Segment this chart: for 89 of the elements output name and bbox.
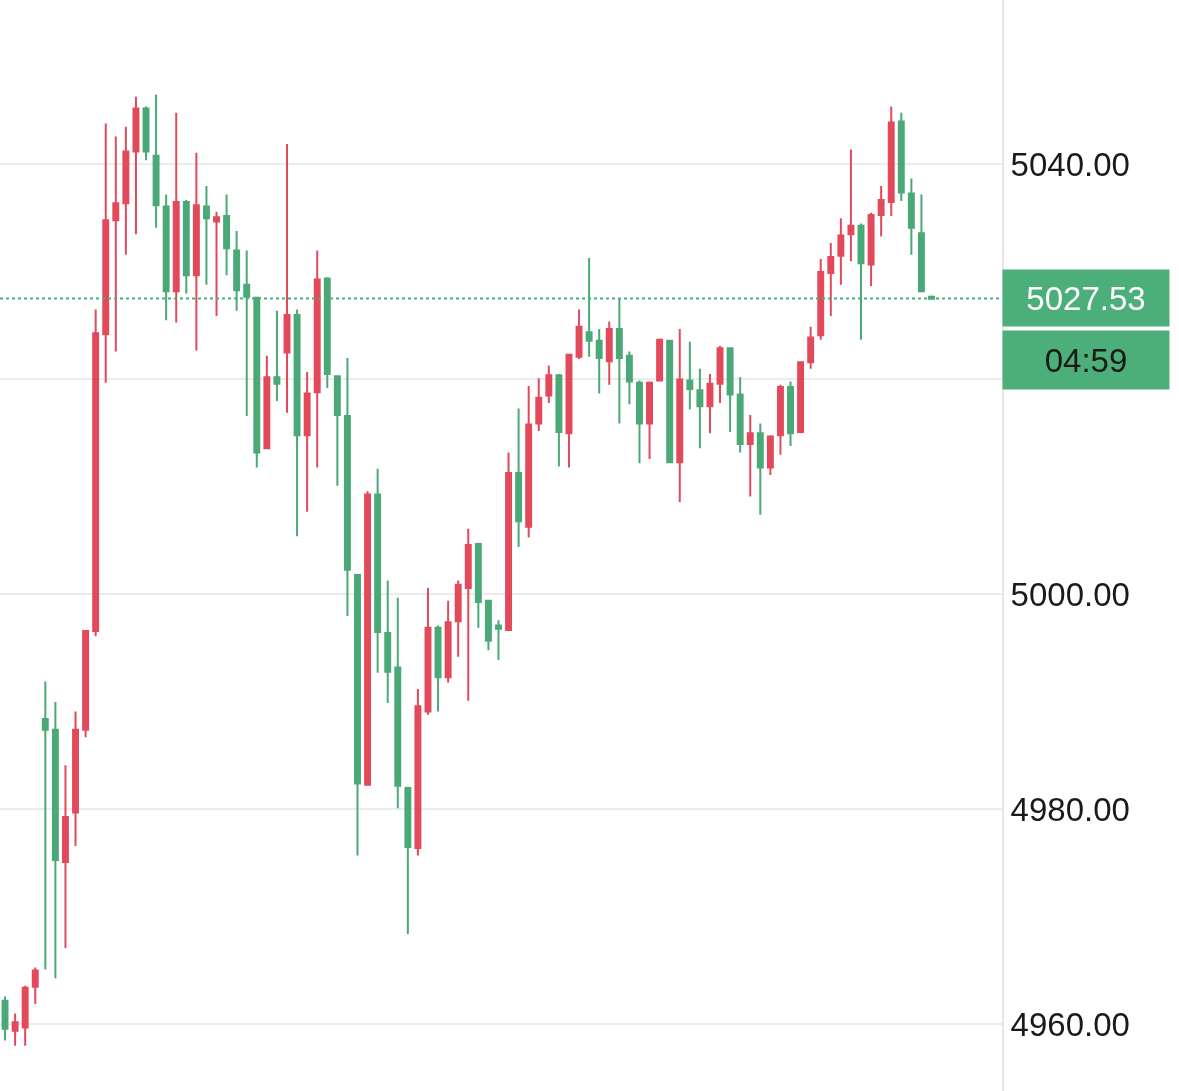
candlestick	[756, 422, 764, 516]
candlestick	[867, 211, 875, 287]
candlestick	[404, 785, 412, 936]
candlestick	[333, 374, 341, 487]
candlestick	[575, 308, 583, 361]
candlestick	[877, 184, 885, 238]
candlestick	[817, 258, 825, 341]
candlestick	[61, 764, 69, 950]
candlestick	[82, 628, 90, 739]
candlestick	[807, 325, 815, 370]
candlestick	[837, 217, 845, 286]
candlestick	[293, 308, 301, 538]
candlestick	[434, 624, 442, 713]
candlestick	[565, 352, 573, 469]
y-tick-label: 4960.00	[1010, 1005, 1130, 1043]
candlestick	[303, 370, 311, 513]
candlestick	[656, 337, 664, 383]
y-tick-label: 5000.00	[1010, 575, 1130, 613]
candlestick	[21, 984, 29, 1047]
candlestick	[736, 376, 744, 454]
candlestick	[484, 598, 492, 652]
candlestick	[515, 407, 523, 549]
candlestick	[374, 467, 382, 674]
candlestick	[213, 210, 220, 318]
candlestick	[776, 383, 784, 456]
candlestick	[172, 111, 180, 324]
candlestick	[474, 541, 482, 629]
candlestick	[746, 413, 754, 498]
candlestick	[152, 93, 160, 229]
candlestick	[202, 184, 210, 286]
candlestick	[686, 340, 694, 411]
y-tick-label: 5040.00	[1010, 146, 1130, 184]
ref-line-label: 5027.53	[1026, 279, 1146, 317]
candlestick	[917, 193, 925, 294]
candlestick	[273, 309, 281, 402]
candlestick	[414, 688, 422, 857]
candlestick	[384, 579, 392, 704]
candlestick	[676, 327, 684, 503]
y-tick-label: 4980.00	[1010, 790, 1130, 828]
candlestick	[847, 148, 855, 263]
candlestick	[636, 379, 643, 465]
candlestick	[354, 572, 361, 857]
candlestick	[92, 308, 100, 638]
candlestick	[797, 360, 805, 435]
candlestick	[122, 125, 130, 256]
candlestick	[313, 249, 321, 469]
candlestick	[1, 995, 9, 1042]
candlestick	[72, 710, 79, 847]
candlestick	[716, 345, 724, 405]
text: 04:59	[1044, 341, 1128, 379]
candlestick	[646, 380, 653, 460]
candlestick	[364, 490, 372, 787]
candlestick	[31, 966, 39, 1005]
candlestick	[182, 198, 190, 295]
candlestick	[555, 373, 563, 468]
candlestick	[505, 451, 513, 632]
candlestick	[766, 434, 774, 477]
candlestick	[283, 143, 291, 414]
candlestick	[726, 346, 734, 434]
candlestick	[545, 364, 553, 405]
candlestick	[706, 373, 714, 435]
candlestick	[827, 241, 835, 318]
candlestick	[787, 380, 794, 448]
candlestick	[464, 527, 472, 702]
candlestick	[454, 579, 462, 658]
candlestick	[625, 350, 633, 406]
candlestick	[605, 320, 613, 386]
candlestick	[897, 111, 905, 202]
candlestick	[223, 193, 231, 277]
candlestick	[495, 619, 502, 661]
candlestick	[595, 327, 603, 395]
candlestick	[132, 95, 140, 236]
candlestick	[51, 700, 59, 980]
candlestick	[696, 367, 704, 450]
candlestick	[112, 135, 120, 353]
candlestick	[907, 177, 915, 256]
candlestick	[424, 586, 432, 716]
candlestick	[41, 680, 49, 971]
candlestick	[666, 338, 674, 465]
candlestick	[263, 354, 271, 451]
candlestick	[192, 151, 200, 352]
candlestick	[887, 105, 895, 218]
candlestick	[11, 1012, 19, 1047]
candlestick	[343, 356, 351, 617]
candlestick	[525, 384, 533, 539]
candlestick	[535, 377, 543, 433]
candlestick	[444, 599, 452, 684]
candlestick	[394, 596, 402, 810]
candlestick	[102, 122, 110, 384]
